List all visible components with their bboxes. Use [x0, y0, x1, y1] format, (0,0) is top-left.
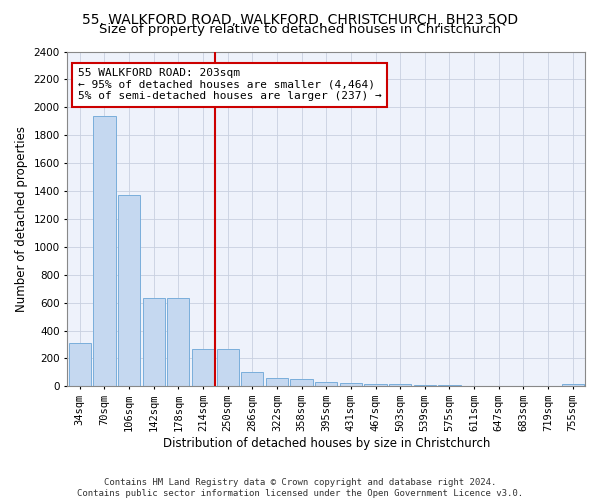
Bar	[414, 385, 436, 386]
Bar	[562, 384, 584, 386]
Text: Contains HM Land Registry data © Crown copyright and database right 2024.
Contai: Contains HM Land Registry data © Crown c…	[77, 478, 523, 498]
Bar	[192, 348, 214, 387]
Text: 55, WALKFORD ROAD, WALKFORD, CHRISTCHURCH, BH23 5QD: 55, WALKFORD ROAD, WALKFORD, CHRISTCHURC…	[82, 12, 518, 26]
Bar	[315, 382, 337, 386]
Bar	[94, 116, 116, 386]
Y-axis label: Number of detached properties: Number of detached properties	[15, 126, 28, 312]
Bar	[68, 343, 91, 386]
Bar	[217, 348, 239, 387]
Bar	[439, 385, 461, 386]
Bar	[389, 384, 411, 386]
Bar	[143, 298, 165, 386]
X-axis label: Distribution of detached houses by size in Christchurch: Distribution of detached houses by size …	[163, 437, 490, 450]
Bar	[340, 383, 362, 386]
Bar	[290, 378, 313, 386]
Bar	[364, 384, 386, 386]
Text: Size of property relative to detached houses in Christchurch: Size of property relative to detached ho…	[99, 22, 501, 36]
Bar	[167, 298, 190, 386]
Bar	[118, 195, 140, 386]
Bar	[266, 378, 288, 386]
Bar	[241, 372, 263, 386]
Text: 55 WALKFORD ROAD: 203sqm
← 95% of detached houses are smaller (4,464)
5% of semi: 55 WALKFORD ROAD: 203sqm ← 95% of detach…	[78, 68, 382, 102]
